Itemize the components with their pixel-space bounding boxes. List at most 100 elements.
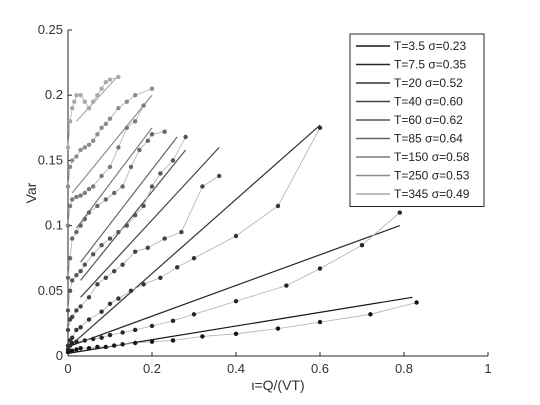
data-point [128, 288, 134, 293]
data-point [65, 223, 71, 228]
data-point [74, 93, 79, 98]
data-point [116, 229, 121, 235]
data-point [414, 300, 419, 305]
data-point [124, 99, 129, 104]
legend-entry: T=7.5 σ=0.35 [394, 58, 466, 72]
data-point [120, 262, 125, 267]
data-point [78, 147, 83, 153]
data-point [86, 210, 92, 215]
data-point [86, 317, 92, 322]
data-point [124, 125, 129, 130]
data-point [116, 296, 121, 301]
data-point [397, 210, 402, 215]
data-point [95, 203, 100, 209]
data-point [65, 347, 71, 352]
data-point [91, 138, 96, 143]
data-point [107, 77, 113, 82]
data-point [170, 338, 176, 343]
data-point [233, 299, 239, 304]
data-point [67, 119, 73, 124]
data-point [149, 339, 155, 344]
data-point [107, 116, 113, 121]
data-point [78, 193, 83, 198]
data-point [103, 344, 109, 350]
data-point [133, 93, 138, 98]
legend-entry: T=40 σ=0.60 [394, 95, 463, 109]
y-tick-label: 0.2 [45, 87, 63, 102]
data-point [82, 190, 88, 196]
data-point [99, 125, 104, 130]
data-point [133, 249, 138, 254]
data-point [116, 74, 121, 80]
data-point [86, 142, 92, 147]
data-point [70, 278, 75, 283]
data-point [368, 312, 373, 317]
legend-entry: T=20 σ=0.52 [394, 76, 463, 90]
data-point [149, 323, 155, 329]
fit-line [76, 124, 321, 341]
series-connector [67, 88, 153, 187]
data-point [170, 158, 176, 163]
data-point [82, 216, 88, 222]
data-point [158, 275, 163, 280]
data-point [67, 288, 73, 293]
data-point [191, 256, 197, 261]
data-point [70, 197, 75, 202]
legend-entry: T=3.5 σ=0.23 [394, 39, 466, 53]
data-point [158, 171, 163, 176]
data-point [133, 213, 138, 218]
data-point [74, 339, 79, 344]
data-point [141, 103, 146, 108]
data-point [233, 233, 239, 239]
data-point [103, 197, 109, 202]
data-point [70, 158, 75, 163]
legend-entry: T=345 σ=0.49 [394, 187, 470, 201]
data-point [191, 312, 197, 317]
fit-line [80, 136, 178, 263]
data-point [107, 236, 113, 241]
data-point [74, 229, 79, 235]
data-point [70, 236, 75, 241]
data-point [82, 99, 88, 104]
data-point [107, 332, 113, 338]
data-point [65, 308, 71, 313]
data-point [162, 129, 167, 134]
data-point [95, 282, 100, 287]
data-point [137, 147, 142, 153]
y-tick-label: 0.25 [38, 22, 63, 37]
data-point [78, 346, 83, 351]
data-point [82, 338, 88, 343]
data-point [200, 184, 205, 189]
data-point [120, 330, 125, 335]
data-point [107, 301, 113, 306]
data-point [141, 282, 146, 287]
data-point [67, 164, 73, 170]
x-tick-label: 0.6 [311, 361, 329, 376]
data-point [317, 266, 323, 271]
data-point [217, 173, 222, 179]
data-point [74, 347, 79, 352]
data-point [175, 265, 180, 270]
data-point [170, 318, 176, 323]
data-point [200, 334, 205, 339]
data-point [317, 319, 323, 325]
data-point [65, 145, 71, 150]
legend-entry: T=60 σ=0.62 [394, 113, 463, 127]
data-point [145, 138, 150, 143]
data-point [103, 275, 109, 280]
data-point [233, 331, 239, 336]
data-point [275, 203, 281, 209]
data-point [99, 309, 104, 314]
data-point [95, 132, 100, 137]
fit-line [71, 94, 153, 194]
data-point [124, 223, 129, 228]
data-point [359, 243, 365, 248]
x-axis-label: ι=Q/(VT) [251, 377, 304, 393]
data-point [70, 314, 75, 320]
data-point [120, 184, 125, 189]
data-point [78, 304, 83, 309]
data-point [74, 154, 79, 159]
x-tick-label: 1 [484, 361, 491, 376]
data-point [149, 184, 155, 189]
